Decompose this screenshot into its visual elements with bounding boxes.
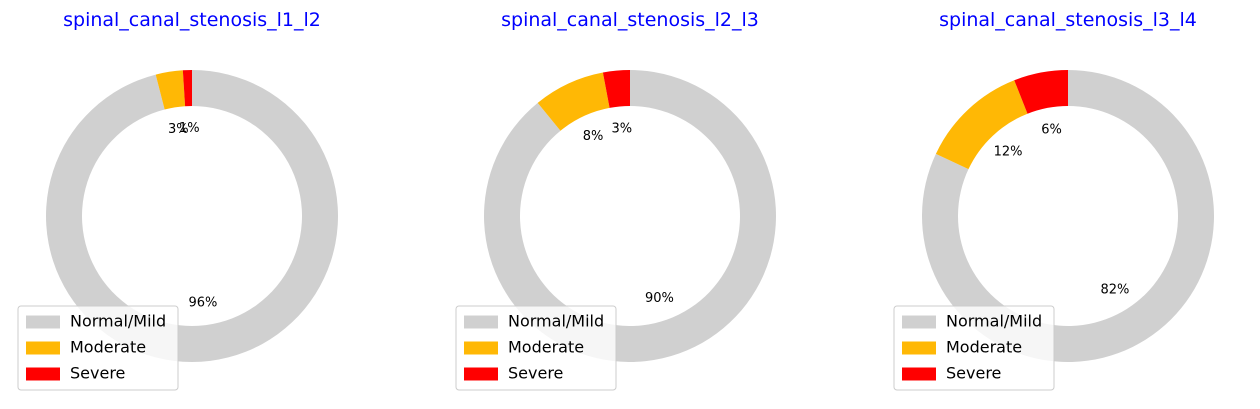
legend-label: Normal/Mild (946, 312, 1042, 331)
legend-label: Severe (508, 364, 563, 383)
wedge-severe (182, 70, 192, 107)
wedge-moderate (155, 70, 186, 110)
chart-title: spinal_canal_stenosis_l3_l4 (939, 9, 1197, 31)
percent-label: 3% (612, 121, 633, 136)
legend-swatch (464, 315, 498, 329)
legend-label: Moderate (70, 338, 146, 357)
chart-title: spinal_canal_stenosis_l1_l2 (63, 9, 321, 31)
legend-swatch (464, 367, 498, 381)
wedge-severe (1014, 70, 1068, 114)
legend-swatch (26, 367, 60, 381)
legend-label: Severe (946, 364, 1001, 383)
legend-swatch (464, 341, 498, 355)
chart-1: spinal_canal_stenosis_l1_l2 96% 3%1% Normal… (17, 9, 339, 391)
percent-label: 82% (1100, 282, 1129, 297)
percent-label: 1% (179, 121, 200, 136)
percent-label: 8% (583, 129, 604, 144)
wedge-severe (602, 70, 630, 108)
legend-label: Moderate (946, 338, 1022, 357)
legend-label: Normal/Mild (70, 312, 166, 331)
wedge-moderate (935, 80, 1028, 170)
chart-2: spinal_canal_stenosis_l2_l3 90% 8% 3% Normal… (455, 9, 776, 391)
percent-label: 3% (168, 122, 189, 137)
chart-title: spinal_canal_stenosis_l2_l3 (501, 9, 759, 31)
wedge-moderate (537, 72, 610, 131)
legend-label: Moderate (508, 338, 584, 357)
legend-swatch (902, 315, 936, 329)
legend-swatch (902, 367, 936, 381)
legend-swatch (26, 341, 60, 355)
legend: Normal/Mild Moderate Severe (17, 305, 179, 391)
legend-label: Severe (70, 364, 125, 383)
legend: Normal/Mild Moderate Severe (893, 305, 1055, 391)
percent-label: 12% (994, 145, 1023, 160)
chart-3: spinal_canal_stenosis_l3_l4 82% 12% 6% Norma… (893, 9, 1214, 391)
percent-label: 96% (189, 295, 218, 310)
legend-swatch (902, 341, 936, 355)
percent-label: 6% (1041, 122, 1062, 137)
percent-label: 90% (645, 291, 674, 306)
legend-label: Normal/Mild (508, 312, 604, 331)
legend: Normal/Mild Moderate Severe (455, 305, 617, 391)
legend-swatch (26, 315, 60, 329)
